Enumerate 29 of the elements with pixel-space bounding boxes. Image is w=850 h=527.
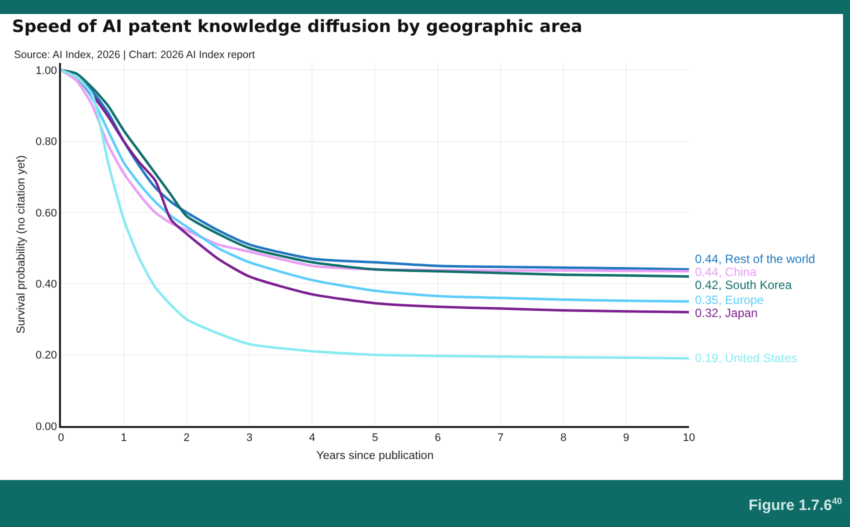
x-tick-label: 9 — [623, 432, 630, 444]
source-note: Source: AI Index, 2026 | Chart: 2026 AI Index report — [14, 49, 255, 61]
x-tick-label: 5 — [372, 432, 378, 444]
series-label: 0.44, China — [695, 265, 757, 279]
x-tick-label: 1 — [120, 432, 127, 444]
series-label: 0.44, Rest of the world — [695, 252, 816, 266]
x-tick-label: 8 — [560, 432, 566, 444]
y-tick-label: 0.20 — [36, 350, 58, 362]
chart-title: Speed of AI patent knowledge diffusion by geographic area — [12, 16, 582, 37]
y-tick-label: 1.00 — [36, 64, 58, 77]
series-label: 0.32, Japan — [695, 306, 758, 320]
series-label: 0.35, Europe — [695, 293, 764, 307]
y-tick-label: 0.40 — [36, 278, 58, 290]
x-tick-label: 10 — [682, 432, 696, 444]
y-axis-title: Survival probability (no citation yet) — [16, 155, 28, 334]
y-tick-label: 0.60 — [36, 207, 58, 220]
y-tick-label: 0.80 — [36, 136, 58, 148]
x-tick-label: 4 — [309, 432, 316, 444]
x-tick-label: 3 — [246, 432, 252, 444]
x-tick-label: 7 — [498, 432, 504, 444]
x-tick-label: 6 — [434, 432, 441, 444]
x-tick-label: 0 — [58, 432, 64, 444]
series-label: 0.19, United States — [695, 351, 798, 365]
x-axis-title: Years since publication — [316, 450, 434, 462]
x-tick-label: 2 — [184, 432, 190, 444]
y-tick-label: 0.00 — [36, 420, 58, 433]
line-series — [61, 68, 689, 360]
series-label: 0.42, South Korea — [695, 278, 792, 292]
caption: Figure 1.7.6$^{40}$ — [748, 496, 842, 514]
